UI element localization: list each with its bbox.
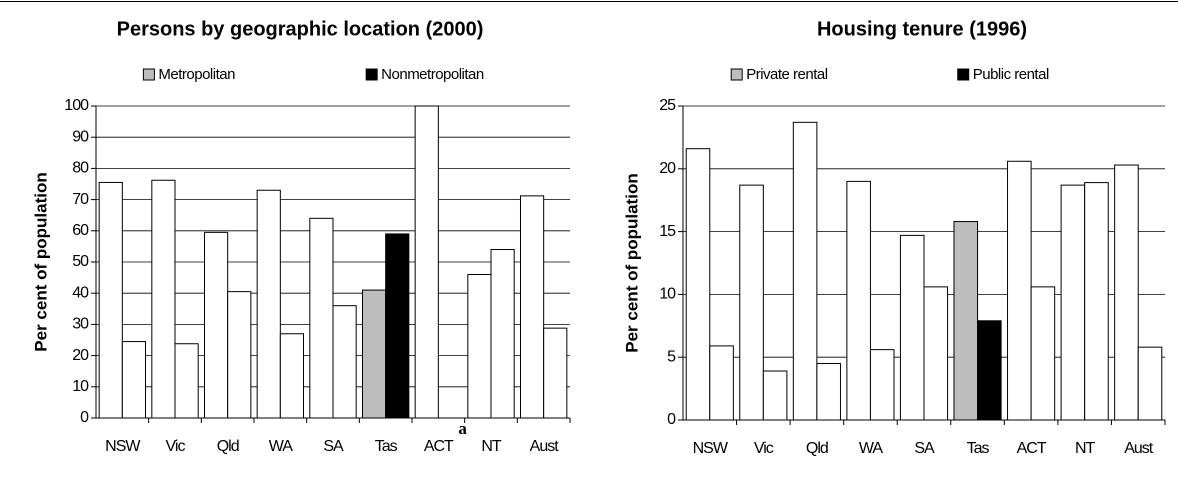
y-tick-label: 60 bbox=[72, 222, 89, 239]
bar bbox=[869, 349, 895, 421]
y-tick-label: 0 bbox=[667, 411, 676, 428]
legend-swatch bbox=[365, 68, 378, 81]
y-tick-label: 30 bbox=[72, 316, 89, 333]
bar bbox=[1137, 346, 1163, 421]
bar bbox=[121, 341, 147, 419]
legend-label: Nonmetropolitan bbox=[381, 66, 484, 83]
y-tick-label: 90 bbox=[72, 128, 89, 145]
bar bbox=[467, 273, 492, 419]
legend-swatch bbox=[957, 68, 970, 81]
legend-label: Public rental bbox=[973, 66, 1049, 83]
bar bbox=[792, 121, 818, 421]
y-tick-label: 0 bbox=[80, 409, 89, 426]
bar bbox=[279, 333, 305, 419]
annotation: a bbox=[458, 419, 467, 438]
y-tick-label: 80 bbox=[72, 160, 89, 177]
legend-swatch bbox=[142, 68, 155, 81]
legend-swatch bbox=[730, 68, 743, 81]
x-tick-label: Tas bbox=[967, 440, 990, 457]
bar bbox=[899, 234, 925, 421]
x-tick-label: SA bbox=[323, 438, 344, 455]
y-tick-label: 20 bbox=[72, 347, 89, 364]
legend-label: Private rental bbox=[746, 66, 828, 83]
bar bbox=[361, 289, 387, 419]
x-tick-label: Qld bbox=[806, 440, 828, 457]
x-tick-label: Tas bbox=[375, 438, 398, 455]
bar bbox=[1030, 286, 1056, 421]
bar bbox=[1114, 164, 1139, 421]
bar bbox=[1007, 160, 1032, 421]
legend-label: Metropolitan bbox=[158, 66, 235, 83]
bar bbox=[1084, 182, 1109, 421]
bar bbox=[414, 105, 439, 419]
bar bbox=[816, 362, 841, 421]
bar bbox=[332, 305, 357, 419]
x-tick-label: NSW bbox=[105, 438, 141, 455]
bar bbox=[309, 217, 334, 419]
y-tick-label: 40 bbox=[72, 284, 89, 301]
bar bbox=[685, 148, 711, 421]
bar bbox=[923, 286, 949, 421]
bar bbox=[762, 370, 788, 421]
bar bbox=[203, 231, 229, 419]
x-tick-label: ACT bbox=[424, 438, 454, 455]
bar bbox=[846, 180, 871, 421]
bar bbox=[1060, 184, 1086, 421]
y-tick-label: 20 bbox=[659, 160, 676, 177]
y-tick-label: 70 bbox=[72, 191, 89, 208]
y-axis-label: Per cent of population bbox=[31, 172, 50, 351]
x-tick-label: ACT bbox=[1017, 440, 1047, 457]
bar bbox=[98, 181, 123, 419]
y-tick-label: 10 bbox=[659, 286, 676, 303]
y-tick-label: 10 bbox=[72, 378, 89, 395]
bar bbox=[519, 195, 545, 419]
x-tick-label: Qld bbox=[217, 438, 239, 455]
bar bbox=[385, 233, 410, 419]
x-tick-label: NT bbox=[481, 438, 502, 455]
y-tick-label: 100 bbox=[64, 97, 89, 114]
x-tick-label: Aust bbox=[530, 438, 560, 455]
y-tick-label: 50 bbox=[72, 253, 89, 270]
x-tick-label: WA bbox=[859, 440, 884, 457]
bar bbox=[174, 343, 199, 419]
chart-title: Persons by geographic location (2000) bbox=[117, 18, 484, 40]
bar bbox=[739, 184, 764, 421]
bar bbox=[490, 249, 515, 419]
y-tick-label: 25 bbox=[659, 97, 676, 114]
bar bbox=[227, 291, 252, 419]
x-tick-label: NSW bbox=[693, 440, 729, 457]
x-tick-label: Vic bbox=[166, 438, 186, 455]
bar bbox=[151, 179, 176, 419]
y-tick-label: 15 bbox=[659, 223, 676, 240]
y-axis-label: Per cent of population bbox=[622, 173, 641, 352]
bar bbox=[709, 345, 734, 421]
x-tick-label: NT bbox=[1075, 440, 1096, 457]
x-tick-label: WA bbox=[269, 438, 294, 455]
bar bbox=[256, 189, 281, 419]
bar bbox=[977, 320, 1002, 421]
y-tick-label: 5 bbox=[667, 348, 676, 365]
x-tick-label: Vic bbox=[754, 440, 774, 457]
bar bbox=[953, 221, 979, 421]
chart-title: Housing tenure (1996) bbox=[817, 18, 1027, 40]
x-tick-label: Aust bbox=[1124, 440, 1154, 457]
x-tick-label: SA bbox=[914, 440, 935, 457]
bar bbox=[543, 327, 568, 419]
